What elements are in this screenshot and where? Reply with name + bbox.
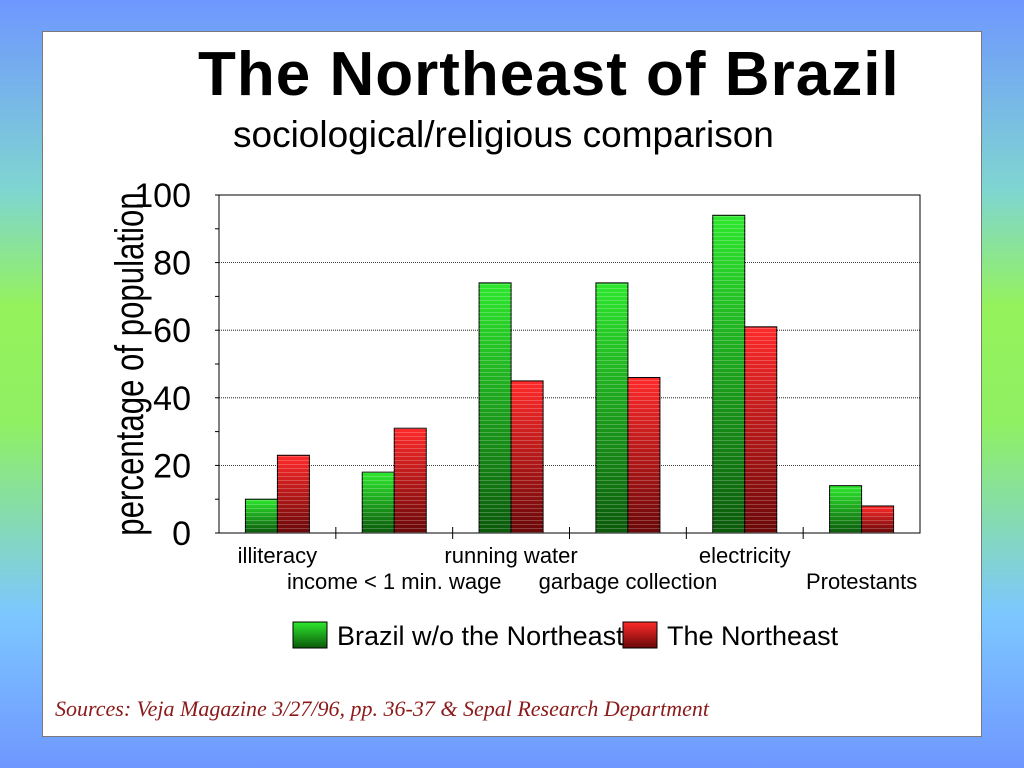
x-tick-label: electricity — [699, 543, 791, 568]
y-tick-label: 0 — [172, 515, 191, 553]
legend-label: Brazil w/o the Northeast — [337, 621, 624, 651]
slide: The Northeast of Brazil sociological/rel… — [42, 31, 982, 737]
x-tick-label: illiteracy — [238, 543, 317, 568]
x-tick-label: garbage collection — [539, 569, 718, 594]
bar-texture — [362, 472, 395, 533]
x-tick-label: Protestants — [806, 569, 917, 594]
bar-texture — [829, 485, 862, 533]
bar-texture — [245, 499, 278, 533]
bar-texture — [511, 380, 544, 533]
bar-texture — [861, 505, 894, 533]
plot-area — [218, 194, 921, 534]
y-tick-label: 20 — [153, 447, 191, 485]
y-tick-label: 40 — [153, 380, 191, 418]
y-axis-label: percentage of population — [107, 192, 152, 535]
bar-texture — [712, 215, 745, 533]
y-tick-label: 60 — [153, 312, 191, 350]
bar-texture — [277, 455, 310, 533]
slide-subtitle: sociological/religious comparison — [233, 114, 774, 155]
y-tick-label: 100 — [134, 177, 191, 215]
bar-texture — [627, 377, 660, 533]
slide-title: The Northeast of Brazil — [198, 40, 900, 109]
bar-texture — [595, 282, 628, 533]
y-tick-label: 80 — [153, 245, 191, 283]
x-tick-label: running water — [444, 543, 577, 568]
bar-texture — [394, 428, 427, 533]
legend-swatch — [622, 621, 658, 649]
x-tick-label: income < 1 min. wage — [287, 569, 502, 594]
legend-label: The Northeast — [667, 621, 839, 651]
source-citation: Sources: Veja Magazine 3/27/96, pp. 36-3… — [55, 696, 709, 721]
bar-texture — [479, 282, 512, 533]
legend-swatch — [292, 621, 328, 649]
bar-texture — [744, 326, 777, 533]
